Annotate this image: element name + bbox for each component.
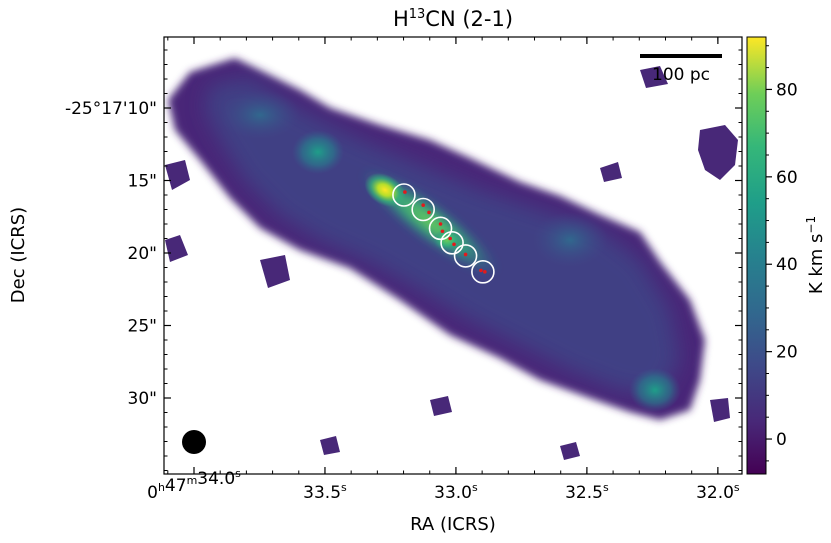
y-tick-label: 30" [128,389,157,409]
x-tick-label: 0h47m34.0s [147,467,241,503]
y-tick-label: -25°17'10" [65,99,157,119]
emission-peak [364,172,406,208]
emission-map [165,58,738,460]
source-dot [440,229,445,234]
emission-clump [629,368,681,412]
source-dot [438,222,443,226]
x-axis: 0h47m34.0s 33.5s 33.0s 32.5s 32.0s [147,37,740,503]
emission-clump [292,130,344,174]
source-circle [392,183,416,207]
source-markers [392,183,495,284]
x-tick-label: 33.0s [434,481,478,503]
colorbar-tick-label: 40 [776,255,798,275]
source-dot [483,270,487,274]
chart-title: H13CN (2-1) [393,7,513,31]
source-circle [411,197,435,222]
source-dot [448,236,452,241]
x-tick-label: 32.0s [696,481,740,503]
emission-clump [532,212,608,268]
scale-bar-label: 100 pc [652,65,710,85]
source-dot [421,203,425,207]
y-tick-label: 15" [128,172,157,192]
source-circle [440,231,464,255]
colorbar-tick-label: 60 [776,168,798,188]
colorbar [746,36,767,475]
x-axis-label: RA (ICRS) [410,514,496,535]
source-circle [453,244,478,268]
colorbar-tick-label: 0 [776,430,787,450]
y-axis: -25°17'10" 15" 20" 25" 30" [65,49,742,471]
y-tick-label: 25" [128,317,157,337]
colorbar-tick-label: 20 [776,343,798,363]
source-dot [479,268,483,273]
emission-clump [220,90,300,140]
source-dot [427,210,431,215]
source-dot [452,242,456,247]
source-dot [403,190,407,194]
plot-frame [163,36,743,475]
y-axis-label: Dec (ICRS) [8,207,29,303]
beam-marker [182,430,206,454]
source-circle [428,216,453,241]
colorbar-tick-label: 80 [776,80,798,100]
source-dot [463,252,468,257]
y-tick-label: 20" [128,244,157,264]
x-tick-label: 33.5s [303,481,347,503]
colorbar-ticks: 0 20 40 60 80 [766,45,798,462]
x-tick-label: 32.5s [565,481,609,503]
source-circle [471,260,495,284]
colorbar-label: K km s−1 [804,216,827,294]
